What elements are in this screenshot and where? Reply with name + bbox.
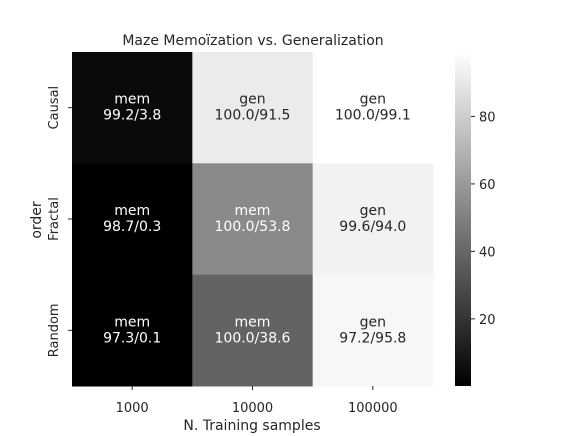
- cell-label-regime: mem: [114, 203, 150, 219]
- cell-label-regime: gen: [239, 92, 265, 108]
- heatmap-cell-causal-10000: [192, 52, 314, 164]
- colorbar-tick-label: 40: [479, 245, 496, 260]
- y-tick-labels: Causal Fractal Random: [47, 86, 72, 357]
- cell-label-accuracy: 100.0/99.1: [335, 108, 411, 124]
- heatmap-cell-fractal-1000: [72, 163, 193, 276]
- x-tick-labels: 1000 10000 100000: [116, 385, 398, 416]
- colorbar-ticks: 20 40 60 80: [471, 110, 496, 328]
- heatmap-cell-labels: mem99.2/3.8gen100.0/91.5gen100.0/99.1mem…: [103, 92, 411, 347]
- y-tick-label: Causal: [47, 86, 62, 130]
- heatmap-cells: [72, 52, 434, 387]
- cell-label-regime: mem: [114, 92, 150, 108]
- y-axis-label: order: [29, 201, 45, 239]
- x-tick-label: 10000: [232, 401, 273, 416]
- cell-label-regime: gen: [360, 92, 386, 108]
- chart-title: Maze Memoïzation vs. Generalization: [122, 33, 383, 49]
- y-tick-label: Fractal: [47, 197, 62, 241]
- heatmap-cell-random-1000: [72, 274, 193, 387]
- cell-label-accuracy: 100.0/38.6: [215, 330, 291, 346]
- cell-label-regime: gen: [360, 314, 386, 330]
- colorbar-tick-label: 80: [479, 110, 496, 125]
- cell-label-accuracy: 98.7/0.3: [103, 219, 161, 235]
- cell-label-accuracy: 97.3/0.1: [103, 330, 161, 346]
- x-tick-label: 100000: [348, 401, 398, 416]
- colorbar-tick-label: 60: [479, 178, 496, 193]
- cell-label-accuracy: 97.2/95.8: [339, 330, 406, 346]
- x-axis-label: N. Training samples: [183, 418, 320, 434]
- cell-label-accuracy: 100.0/91.5: [215, 108, 291, 124]
- heatmap-cell-causal-1000: [72, 52, 193, 164]
- x-tick-label: 1000: [116, 401, 149, 416]
- cell-label-regime: mem: [235, 314, 271, 330]
- heatmap-cell-fractal-100000: [312, 163, 434, 276]
- cell-label-regime: mem: [114, 314, 150, 330]
- heatmap-cell-fractal-10000: [192, 163, 314, 276]
- heatmap-cell-random-100000: [312, 274, 434, 387]
- colorbar: [455, 52, 471, 386]
- heatmap-cell-causal-100000: [312, 52, 434, 164]
- cell-label-regime: gen: [360, 203, 386, 219]
- cell-label-accuracy: 99.2/3.8: [103, 108, 161, 124]
- y-tick-label: Random: [47, 303, 62, 357]
- heatmap-cell-random-10000: [192, 274, 314, 387]
- cell-label-accuracy: 99.6/94.0: [339, 219, 406, 235]
- colorbar-tick-label: 20: [479, 313, 496, 328]
- cell-label-accuracy: 100.0/53.8: [215, 219, 291, 235]
- cell-label-regime: mem: [235, 203, 271, 219]
